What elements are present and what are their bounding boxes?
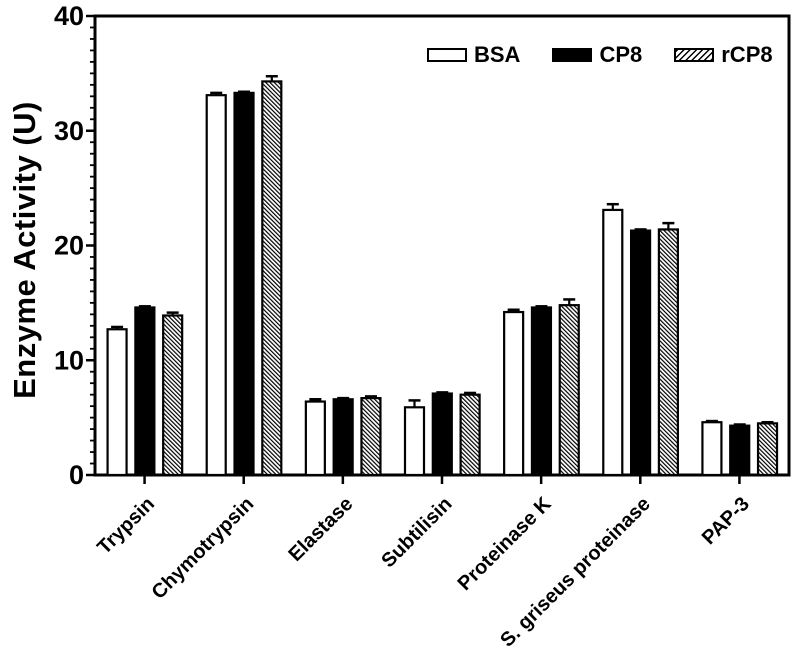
legend-item-cp8: CP8 — [552, 42, 642, 68]
x-tick-label-proteinase-k: Proteinase K — [454, 493, 556, 595]
x-tick-label-subtilisin: Subtilisin — [377, 493, 456, 572]
x-tick-label-trypsin: Trypsin — [93, 493, 159, 559]
bar-cp8-elastase — [332, 398, 354, 477]
y-tick-label: 20 — [54, 231, 84, 261]
y-axis-title: Enzyme Activity (U) — [7, 101, 42, 399]
bar-rcp8-chymotrypsin — [261, 80, 283, 477]
rcp8-swatch-icon — [674, 48, 715, 62]
bar-rcp8-proteinase-k — [558, 304, 580, 477]
legend-item-rcp8: rCP8 — [674, 42, 773, 68]
bar-rcp8-subtilisin — [459, 393, 481, 477]
legend: BSA CP8 rCP8 — [427, 42, 773, 68]
y-tick-label: 10 — [54, 345, 84, 375]
bar-bsa-proteinase-k — [503, 310, 525, 477]
bar-cp8-pap-3 — [729, 424, 751, 477]
bar-rcp8-elastase — [360, 397, 382, 477]
legend-label-rcp8: rCP8 — [721, 42, 773, 67]
legend-label-cp8: CP8 — [599, 42, 643, 67]
bar-cp8-proteinase-k — [530, 306, 553, 477]
bar-cp8-chymotrypsin — [233, 91, 255, 477]
x-tick-label-chymotrypsin: Chymotrypsin — [148, 493, 259, 604]
bar-cp8-subtilisin — [431, 392, 453, 477]
y-tick-label: 0 — [69, 460, 84, 490]
x-tick-label-elastase: Elastase — [284, 493, 357, 566]
bar-rcp8-trypsin — [162, 314, 184, 477]
y-tick-label: 40 — [54, 1, 84, 31]
cp8-swatch-icon — [552, 48, 593, 62]
bsa-swatch-icon — [427, 48, 467, 62]
bar-bsa-pap-3 — [701, 421, 723, 477]
bar-bsa-trypsin — [106, 328, 128, 477]
y-tick-label: 30 — [54, 116, 84, 146]
bar-bsa-chymotrypsin — [205, 94, 227, 477]
bar-cp8-trypsin — [134, 306, 156, 477]
bar-rcp8-s-griseus-proteinase — [657, 228, 679, 477]
legend-item-bsa: BSA — [427, 42, 520, 68]
legend-label-bsa: BSA — [474, 42, 521, 67]
bar-bsa-s-griseus-proteinase — [602, 208, 624, 477]
bar-bsa-elastase — [304, 400, 326, 477]
x-tick-label-pap-3: PAP-3 — [698, 493, 754, 549]
bar-bsa-subtilisin — [403, 406, 426, 477]
bar-rcp8-pap-3 — [756, 422, 779, 477]
bar-cp8-s-griseus-proteinase — [629, 229, 652, 477]
